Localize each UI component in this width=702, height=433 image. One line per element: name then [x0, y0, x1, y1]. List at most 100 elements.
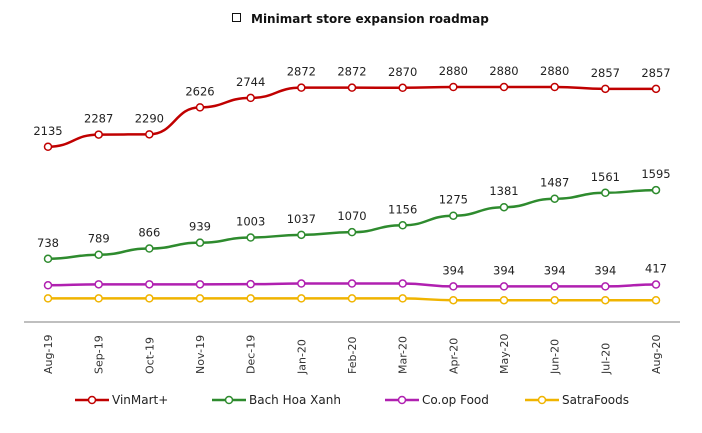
data-point [297, 83, 306, 92]
legend-item: Co.op Food [385, 393, 489, 407]
data-point [297, 230, 306, 240]
data-point [601, 188, 610, 198]
data-label: 2880 [439, 64, 468, 78]
data-label: 2857 [591, 66, 620, 80]
data-point [398, 279, 407, 288]
data-label: 2744 [236, 75, 265, 89]
series-bach-hoa-xanh: 738 789 866 939 1003 1037 1070 1156 1275 1381 1487… [37, 167, 671, 264]
data-point [94, 130, 103, 139]
data-point [43, 142, 53, 152]
data-label: 2870 [388, 65, 417, 79]
data-label: 738 [37, 236, 59, 250]
x-tick-label: Oct-19 [143, 337, 156, 374]
data-point [347, 227, 357, 237]
legend-marker-icon [397, 395, 407, 405]
legend-marker-icon [87, 395, 97, 405]
data-point [145, 294, 154, 303]
x-tick-label: Jul-20 [599, 343, 612, 375]
data-point [195, 280, 205, 289]
chart-title-text: Minimart store expansion roadmap [251, 12, 489, 26]
data-point [43, 254, 53, 264]
data-point [94, 294, 103, 303]
data-point [601, 84, 610, 94]
data-point [601, 282, 610, 291]
series-line [47, 188, 657, 261]
series-satrafoods [43, 294, 661, 305]
x-tick-label: Sep-19 [93, 335, 106, 374]
data-label: 2135 [33, 124, 62, 138]
data-label: 939 [189, 220, 211, 234]
data-label: 2880 [540, 64, 569, 78]
data-point [145, 280, 154, 289]
data-point [499, 82, 509, 92]
data-point [246, 279, 255, 289]
data-point [246, 294, 255, 303]
data-point [449, 211, 458, 220]
data-label: 1381 [489, 184, 518, 198]
data-label: 2872 [337, 65, 366, 79]
data-label: 1275 [439, 193, 468, 207]
x-tick-label: May-20 [498, 333, 511, 374]
data-label: 394 [594, 263, 616, 277]
x-tick-label: Nov-19 [194, 335, 207, 374]
legend-label: Bach Hoa Xanh [249, 393, 341, 407]
data-label: 417 [645, 262, 667, 276]
legend-marker-icon [537, 395, 547, 405]
data-point [195, 294, 205, 303]
x-tick-label: Feb-20 [346, 337, 359, 374]
data-point [145, 244, 154, 253]
data-label: 1037 [287, 212, 316, 226]
data-point [550, 82, 559, 92]
data-label: 1561 [591, 170, 620, 184]
series-vinmart-: 2135 2287 2290 2626 2744 2872 2872 2870 2880 2880… [33, 64, 671, 152]
data-point [651, 185, 661, 195]
data-label: 2626 [185, 84, 214, 98]
data-label: 2290 [135, 111, 164, 125]
data-label: 394 [544, 263, 566, 277]
data-point [499, 202, 509, 212]
legend-item: VinMart+ [75, 393, 168, 407]
data-point [246, 93, 255, 103]
series-co-op-food: 394 394 394 394 417 [43, 262, 667, 291]
data-label: 394 [493, 263, 515, 277]
data-point [246, 233, 255, 242]
legend-item: SatraFoods [525, 393, 629, 407]
legend-marker-icon [224, 395, 234, 405]
x-tick-label: Aug-19 [42, 335, 55, 374]
legend-label: SatraFoods [562, 393, 629, 407]
data-point [195, 103, 205, 112]
data-point [94, 250, 103, 259]
x-tick-label: Aug-20 [650, 335, 663, 374]
data-label: 2872 [287, 65, 316, 79]
x-tick-label: Jun-20 [549, 339, 562, 375]
data-point [398, 221, 407, 230]
legend-label: VinMart+ [112, 393, 168, 407]
data-point [43, 281, 53, 290]
x-tick-label: Dec-19 [245, 335, 258, 374]
data-point [651, 84, 661, 94]
data-point [550, 194, 559, 203]
x-tick-label: Jan-20 [295, 339, 308, 375]
data-point [651, 295, 661, 305]
data-point [297, 279, 306, 288]
data-point [550, 282, 559, 291]
data-point [499, 295, 509, 305]
data-point [449, 82, 458, 92]
data-label: 1487 [540, 176, 569, 190]
x-tick-label: Mar-20 [397, 336, 410, 374]
data-point [43, 294, 53, 303]
data-point [499, 282, 509, 291]
data-label: 789 [88, 232, 110, 246]
data-label: 1156 [388, 202, 417, 216]
legend-item: Bach Hoa Xanh [212, 393, 341, 407]
data-label: 2857 [641, 66, 670, 80]
data-point [449, 282, 458, 291]
data-label: 1003 [236, 215, 265, 229]
data-point [195, 238, 205, 247]
data-point [601, 295, 610, 305]
data-label: 866 [138, 226, 160, 240]
checkbox-bullet-icon [232, 13, 241, 22]
data-point [347, 279, 357, 288]
